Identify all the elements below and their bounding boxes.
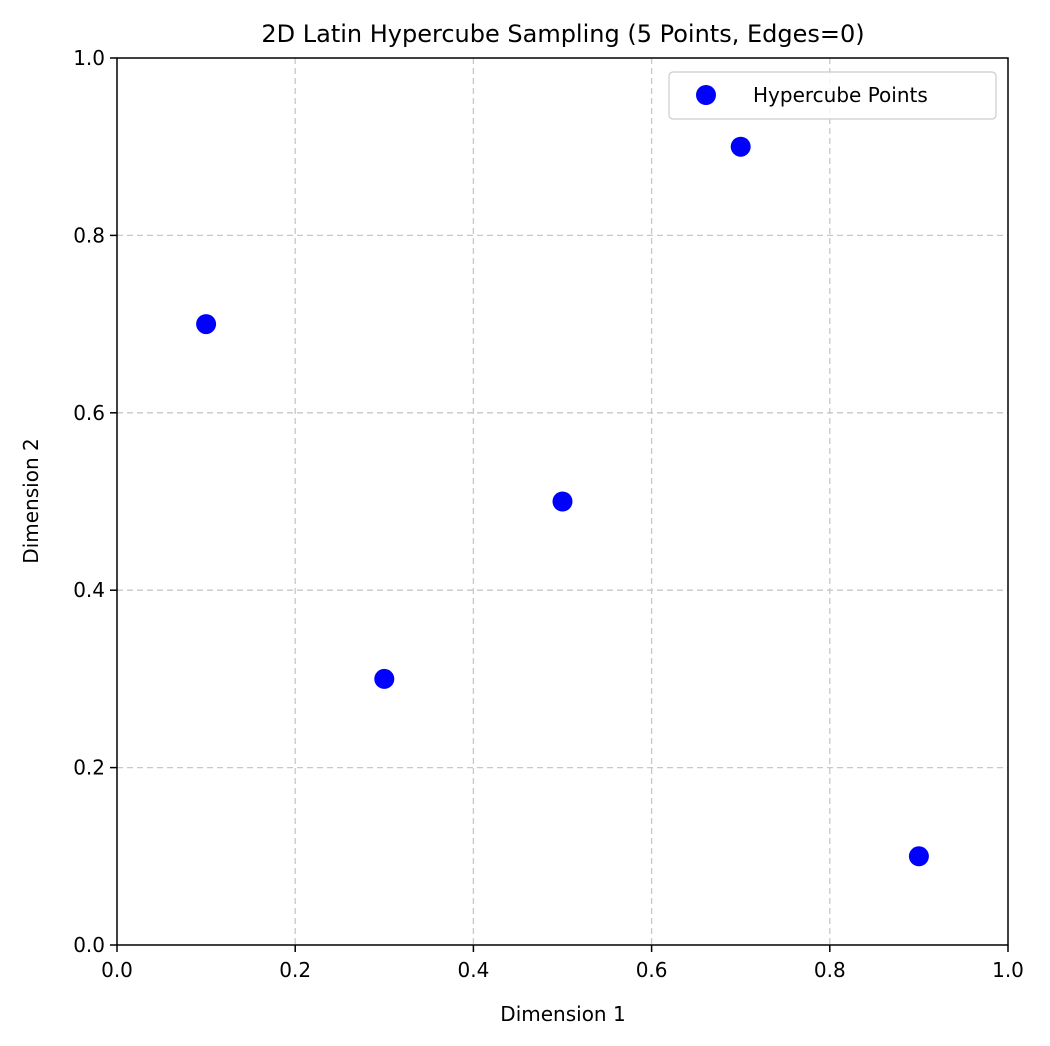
x-tick-label: 0.4	[457, 958, 489, 982]
axis-ticks: 0.0 0.2 0.4 0.6 0.8 1.0 0.0 0.2 0.4 0.6 0.8 1.0	[73, 46, 1024, 982]
data-point	[730, 136, 751, 157]
y-tick-label: 0.6	[73, 401, 105, 425]
legend-box	[668, 71, 997, 120]
y-axis-label: Dimension 2	[19, 438, 43, 563]
legend-marker	[696, 85, 716, 105]
chart-title: 2D Latin Hypercube Sampling (5 Points, E…	[261, 20, 864, 48]
data-point	[552, 491, 573, 512]
y-tick-label: 0.2	[73, 756, 105, 780]
x-tick-label: 0.0	[101, 958, 133, 982]
data-point	[908, 846, 929, 867]
y-tick-label: 1.0	[73, 46, 105, 70]
x-tick-label: 0.6	[636, 958, 668, 982]
x-tick-label: 0.2	[279, 958, 311, 982]
x-axis-label: Dimension 1	[500, 1002, 625, 1026]
y-tick-label: 0.4	[73, 578, 105, 602]
grid-lines	[117, 58, 1008, 945]
data-points	[196, 136, 929, 867]
plot-frame	[116, 57, 1009, 946]
legend-label: Hypercube Points	[753, 83, 928, 107]
legend: Hypercube Points	[668, 71, 997, 120]
x-tick-label: 1.0	[992, 958, 1024, 982]
y-tick-label: 0.0	[73, 933, 105, 957]
data-point	[196, 314, 217, 335]
x-tick-label: 0.8	[814, 958, 846, 982]
y-tick-label: 0.8	[73, 223, 105, 247]
data-point	[374, 668, 395, 689]
